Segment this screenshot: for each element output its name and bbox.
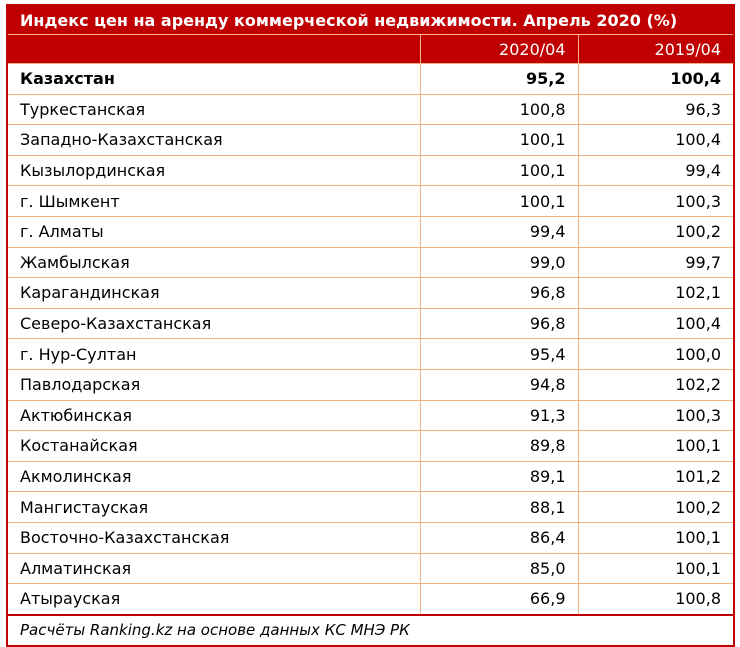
- value-2019-cell: 100,4: [577, 308, 733, 340]
- region-cell: Костанайская: [8, 430, 420, 462]
- value-2020-cell: 99,4: [419, 216, 578, 248]
- value-2019-cell: 100,3: [577, 185, 733, 217]
- table-row: Кызылординская 100,1 99,4: [8, 155, 733, 187]
- table-row: Атырауская 66,9 100,8: [8, 583, 733, 616]
- table-row: Туркестанская 100,8 96,3: [8, 94, 733, 126]
- value-2020-cell: 86,4: [419, 522, 578, 554]
- value-2020-cell: 99,0: [419, 247, 578, 279]
- region-cell: Карагандинская: [8, 277, 420, 309]
- table-row: г. Шымкент 100,1 100,3: [8, 185, 733, 217]
- value-2020-cell: 89,8: [419, 430, 578, 462]
- table-row: Северо-Казахстанская 96,8 100,4: [8, 308, 733, 340]
- value-2020-cell: 100,8: [419, 94, 578, 126]
- region-cell: Северо-Казахстанская: [8, 308, 420, 340]
- value-2019-cell: 100,1: [577, 430, 733, 462]
- value-2019-cell: 100,1: [577, 522, 733, 554]
- value-2020-cell: 66,9: [419, 583, 578, 616]
- value-2019-cell: 99,7: [577, 247, 733, 279]
- source-note: Расчёты Ranking.kz на основе данных КС М…: [8, 613, 733, 646]
- region-cell: Западно-Казахстанская: [8, 124, 420, 156]
- region-cell: Атырауская: [8, 583, 420, 616]
- value-2019-cell: 100,2: [577, 491, 733, 523]
- table-row: г. Нур-Султан 95,4 100,0: [8, 338, 733, 370]
- value-2019-cell: 100,2: [577, 216, 733, 248]
- value-2019-cell: 100,4: [577, 124, 733, 156]
- region-cell: Восточно-Казахстанская: [8, 522, 420, 554]
- region-cell: Павлодарская: [8, 369, 420, 401]
- value-2019-cell: 101,2: [577, 461, 733, 493]
- region-cell: Туркестанская: [8, 94, 420, 126]
- table-row: Казахстан 95,2 100,4: [8, 63, 733, 95]
- value-2020-cell: 96,8: [419, 277, 578, 309]
- region-cell: Акмолинская: [8, 461, 420, 493]
- table-row: Мангистауская 88,1 100,2: [8, 491, 733, 523]
- table-title-row: Индекс цен на аренду коммерческой недвиж…: [8, 6, 733, 35]
- table-row: Актюбинская 91,3 100,3: [8, 400, 733, 432]
- region-cell: Алматинская: [8, 553, 420, 585]
- value-2019-cell: 100,3: [577, 400, 733, 432]
- value-2020-cell: 88,1: [419, 491, 578, 523]
- table-title: Индекс цен на аренду коммерческой недвиж…: [8, 6, 733, 35]
- value-2020-cell: 95,2: [419, 63, 578, 95]
- value-2020-cell: 91,3: [419, 400, 578, 432]
- value-2019-cell: 99,4: [577, 155, 733, 187]
- value-2020-cell: 94,8: [419, 369, 578, 401]
- value-2020-cell: 100,1: [419, 185, 578, 217]
- value-2019-cell: 100,4: [577, 63, 733, 95]
- region-cell: г. Шымкент: [8, 185, 420, 217]
- table-row: Павлодарская 94,8 102,2: [8, 369, 733, 401]
- value-2020-cell: 95,4: [419, 338, 578, 370]
- table-row: Карагандинская 96,8 102,1: [8, 277, 733, 309]
- region-cell: г. Алматы: [8, 216, 420, 248]
- value-2020-cell: 96,8: [419, 308, 578, 340]
- footer-row: Расчёты Ranking.kz на основе данных КС М…: [8, 613, 733, 646]
- header-row: 2020/04 2019/04: [8, 34, 733, 64]
- price-index-table: Индекс цен на аренду коммерческой недвиж…: [6, 4, 735, 647]
- header-2020-04: 2020/04: [419, 34, 578, 64]
- table-row: Алматинская 85,0 100,1: [8, 553, 733, 585]
- value-2019-cell: 102,1: [577, 277, 733, 309]
- table-row: Восточно-Казахстанская 86,4 100,1: [8, 522, 733, 554]
- table-row: Костанайская 89,8 100,1: [8, 430, 733, 462]
- region-cell: Жамбылская: [8, 247, 420, 279]
- value-2020-cell: 85,0: [419, 553, 578, 585]
- region-cell: Мангистауская: [8, 491, 420, 523]
- table-row: Жамбылская 99,0 99,7: [8, 247, 733, 279]
- header-region: [8, 34, 420, 64]
- region-cell: г. Нур-Султан: [8, 338, 420, 370]
- value-2019-cell: 100,1: [577, 553, 733, 585]
- table-row: Акмолинская 89,1 101,2: [8, 461, 733, 493]
- value-2019-cell: 100,0: [577, 338, 733, 370]
- region-cell: Кызылординская: [8, 155, 420, 187]
- region-cell: Актюбинская: [8, 400, 420, 432]
- header-2019-04: 2019/04: [577, 34, 733, 64]
- region-cell: Казахстан: [8, 63, 420, 95]
- value-2019-cell: 100,8: [577, 583, 733, 616]
- table-row: Западно-Казахстанская 100,1 100,4: [8, 124, 733, 156]
- table-row: г. Алматы 99,4 100,2: [8, 216, 733, 248]
- value-2020-cell: 89,1: [419, 461, 578, 493]
- value-2019-cell: 102,2: [577, 369, 733, 401]
- value-2020-cell: 100,1: [419, 124, 578, 156]
- value-2020-cell: 100,1: [419, 155, 578, 187]
- value-2019-cell: 96,3: [577, 94, 733, 126]
